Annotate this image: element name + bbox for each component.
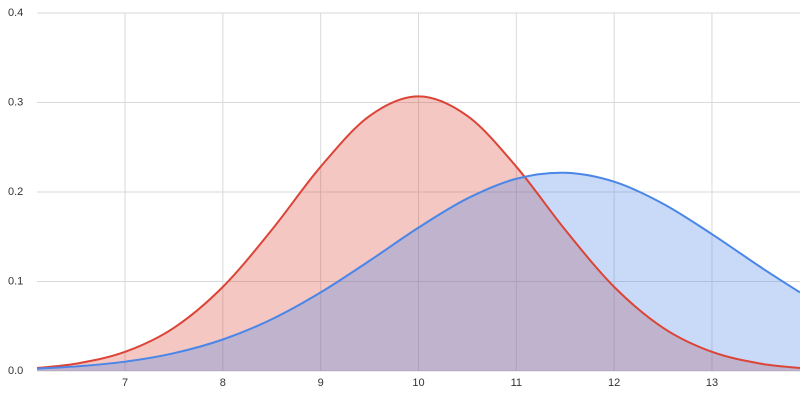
area-line <box>36 171 800 370</box>
y-tick-label: 0.2 <box>8 186 23 198</box>
area-fill <box>37 96 800 372</box>
y-tick-label: 0.0 <box>8 365 23 377</box>
x-tick-label: 8 <box>220 377 226 389</box>
y-tick-label: 0.4 <box>8 7 23 19</box>
x-tick-label: 13 <box>706 377 718 389</box>
x-tick-label: 7 <box>122 377 128 389</box>
x-tick-label: 12 <box>608 377 620 389</box>
x-tick-label: 11 <box>511 377 522 389</box>
y-tick-label: 0.3 <box>8 96 23 108</box>
area-line <box>36 95 800 369</box>
area-fill <box>37 172 800 371</box>
x-tick-label: 9 <box>318 377 324 389</box>
x-tick-label: 10 <box>412 377 424 389</box>
y-tick-label: 0.1 <box>8 275 23 287</box>
